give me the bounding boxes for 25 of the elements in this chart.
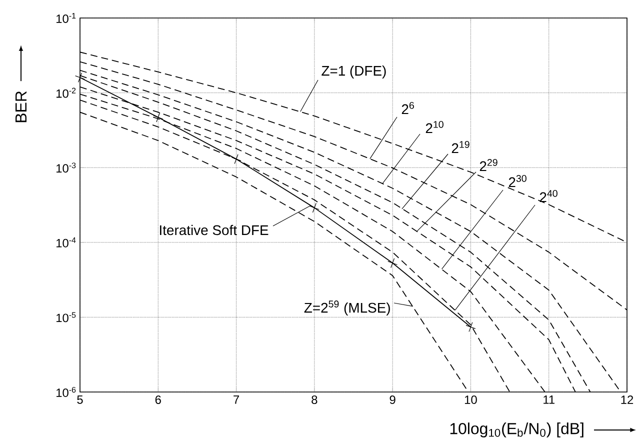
annotation: 2$^{6}$: [402, 102, 414, 114]
x-axis-title: 10log$_{10}$(E$_{b}$/N$_{0}$) [dB]: [450, 422, 584, 438]
y-tick-label: 10$^{-6}$: [56, 386, 76, 398]
x-tick-label: 10: [464, 396, 477, 404]
x-tick-label: 7: [234, 396, 240, 404]
y-axis-title: BER: [16, 91, 26, 122]
y-tick-label: 10$^{-2}$: [56, 88, 76, 98]
annotation: Iterative Soft DFE: [160, 224, 268, 236]
annotation: 2$^{29}$: [480, 158, 498, 172]
y-tick-label: 10$^{-5}$: [56, 312, 76, 322]
x-tick-label: 9: [390, 396, 396, 404]
annotation: 2$^{30}$: [508, 174, 526, 188]
y-tick-label: 10$^{-4}$: [56, 237, 76, 248]
x-tick-label: 5: [77, 396, 83, 404]
annotation: 2$^{10}$: [426, 120, 444, 134]
annotation: 2$^{40}$: [540, 190, 558, 202]
annotation: Z=2$^{59}$ (MLSE): [304, 300, 390, 316]
x-tick-label: 8: [312, 396, 318, 404]
x-tick-label: 11: [544, 396, 554, 404]
y-tick-label: 10$^{-1}$: [56, 13, 76, 23]
y-tick-label: 10$^{-3}$: [56, 162, 76, 173]
x-tick-label: 12: [621, 396, 634, 404]
annotation: Z=1 (DFE): [322, 65, 386, 78]
x-tick-label: 6: [155, 396, 161, 404]
annotation: 2$^{19}$: [452, 140, 470, 154]
